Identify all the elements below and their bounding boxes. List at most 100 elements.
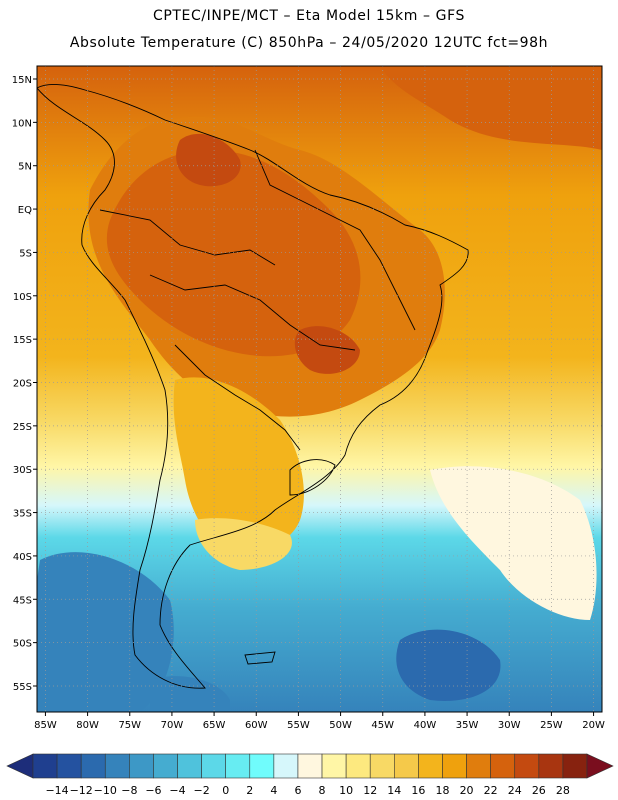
warm-region-northeast (380, 66, 602, 150)
colorbar-high-arrow (586, 753, 614, 779)
lat-label: 50S (13, 639, 32, 650)
lat-label: 20S (13, 378, 32, 389)
lon-label: 45W (371, 720, 394, 731)
colorbar-swatch (538, 753, 564, 779)
colorbar-label: −14 (45, 784, 68, 797)
colorbar-label: 8 (319, 784, 326, 797)
colorbar-swatch (249, 753, 275, 779)
colorbar-swatch (153, 753, 178, 779)
cold-region-southwest (37, 552, 174, 712)
mild-region-patagonia (195, 518, 292, 570)
colorbar-swatch (490, 753, 516, 779)
colorbar-label: 6 (294, 784, 301, 797)
colorbar-swatch (32, 753, 58, 779)
colorbar-label: −2 (193, 784, 209, 797)
colorbar-swatch (201, 753, 226, 779)
lon-label: 60W (245, 720, 268, 731)
lat-label: 30S (13, 465, 32, 476)
colorbar-label: −10 (94, 784, 117, 797)
colorbar-swatch (466, 753, 491, 779)
hot-region-amazon (106, 150, 361, 357)
colorbar-swatch (297, 753, 323, 779)
hottest-region-north (176, 133, 241, 187)
pale-region-south-atlantic (430, 466, 597, 620)
lat-label: 10N (12, 118, 32, 129)
lat-label: 55S (13, 682, 32, 693)
lon-label: 80W (76, 720, 99, 731)
colorbar-swatch (345, 753, 371, 779)
country-boundaries (37, 83, 469, 689)
lon-label: 85W (34, 720, 57, 731)
colorbar-low-arrow (6, 753, 34, 779)
map-title-line-1: CPTEC/INPE/MCT – Eta Model 15km – GFS (152, 8, 466, 24)
colorbar-label: −12 (70, 784, 93, 797)
cold-core-south-atlantic (396, 629, 501, 701)
lat-label: 15N (12, 75, 32, 86)
colorbar-swatch (321, 753, 347, 779)
lon-label: 35W (456, 720, 479, 731)
border-brazil-states (254, 149, 416, 331)
lat-label: 40S (13, 552, 32, 563)
lon-label: 40W (414, 720, 437, 731)
cold-region-drake (150, 676, 230, 712)
lon-label: 30W (498, 720, 521, 731)
warm-tongue-argentina (173, 377, 304, 552)
colorbar-swatch (177, 753, 202, 779)
lat-label: 5S (19, 248, 32, 259)
colorbar-label: 18 (435, 784, 449, 797)
colorbar-label: 16 (411, 784, 425, 797)
border-south (174, 344, 301, 451)
lat-label: EQ (18, 205, 32, 216)
south-america-coastline (37, 83, 469, 689)
colorbar-swatch (273, 753, 299, 779)
map-axes-labels: 15N 10N 5N EQ 5S 10S 15S 20S 25S 30S 35S 40S 45S 50S 5… (12, 75, 605, 731)
lon-label: 50W (329, 720, 352, 731)
colorbar-swatch (104, 753, 130, 779)
colorbar-label: −4 (169, 784, 185, 797)
colorbar-label: −8 (121, 784, 137, 797)
colorbar-label: 2 (246, 784, 253, 797)
colorbar-swatch (225, 753, 251, 779)
colorbar-label: 20 (460, 784, 474, 797)
lon-label: 70W (161, 720, 184, 731)
temperature-field (37, 66, 602, 712)
colorbar-label: 24 (508, 784, 522, 797)
lon-label: 55W (287, 720, 310, 731)
colorbar-swatch (129, 753, 154, 779)
colorbar-swatch (562, 753, 588, 779)
lat-label: 25S (13, 422, 32, 433)
uruguay-outline (289, 459, 336, 496)
lat-label: 45S (13, 595, 32, 606)
lat-label: 15S (13, 335, 32, 346)
lon-label: 65W (203, 720, 226, 731)
border-central (149, 274, 356, 351)
map-title-line-2: Absolute Temperature (C) 850hPa – 24/05/… (69, 35, 549, 51)
colorbar-label: 10 (339, 784, 353, 797)
colorbar-swatch (369, 753, 395, 779)
lon-label: 75W (118, 720, 141, 731)
colorbar-label: 4 (270, 784, 277, 797)
colorbar-label: 0 (222, 784, 229, 797)
colorbar-swatch (442, 753, 467, 779)
colorbar-swatch (514, 753, 540, 779)
hot-region-central (294, 326, 360, 374)
colorbar-label: 12 (363, 784, 377, 797)
colorbar-swatch (394, 753, 419, 779)
temperature-colorbar: −14 −12 −10 −8 −6 −4 −2 0 2 4 6 8 10 12 14 16 18 20 22 24 26… (6, 753, 614, 797)
lon-label: 20W (582, 720, 605, 731)
lon-label: 25W (540, 720, 563, 731)
colorbar-swatch (80, 753, 106, 779)
falkland-islands (244, 651, 276, 665)
lat-label: 5N (18, 162, 32, 173)
colorbar-label: 14 (387, 784, 401, 797)
colorbar-label: 28 (556, 784, 570, 797)
colorbar-swatch (418, 753, 443, 779)
border-north (99, 209, 276, 266)
colorbar-label: −6 (145, 784, 161, 797)
colorbar-label: 22 (484, 784, 498, 797)
colorbar-label: 26 (532, 784, 546, 797)
map-frame (36, 65, 603, 713)
lat-label: 10S (13, 292, 32, 303)
colorbar-swatch (56, 753, 82, 779)
